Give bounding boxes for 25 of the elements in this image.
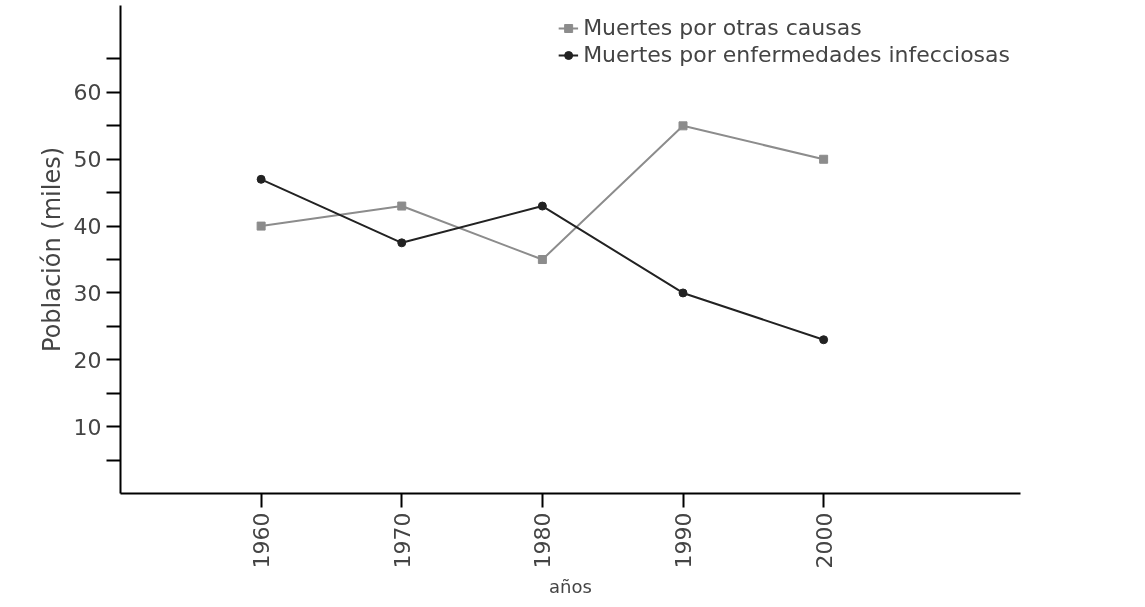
y-tick-label: 20 [73,347,102,373]
x-tick-label: 1990 [671,512,696,569]
legend-label: Muertes por otras causas [583,15,862,40]
point [256,174,266,184]
x-tick-label: 1970 [389,512,415,569]
point [678,288,688,298]
point [537,255,547,265]
point [678,121,688,131]
y-tick-label: 30 [73,280,102,306]
x-tick-label: 1980 [530,512,556,569]
y-tick-label: 10 [73,414,102,440]
point [819,335,829,345]
y-tick-label: 40 [73,214,102,240]
point [537,201,547,211]
x-tick-label: 1960 [249,512,275,569]
point [397,201,407,211]
point [819,154,829,164]
point [256,221,266,231]
y-axis-title: Población (miles) [37,146,66,352]
legend-label: Muertes por enfermedades infecciosas [583,42,1010,67]
x-tick-label: 2000 [811,512,837,569]
point [397,238,407,248]
y-tick-label: 50 [73,147,102,173]
x-axis-title: años [549,576,592,598]
y-tick-label: 60 [73,80,102,106]
